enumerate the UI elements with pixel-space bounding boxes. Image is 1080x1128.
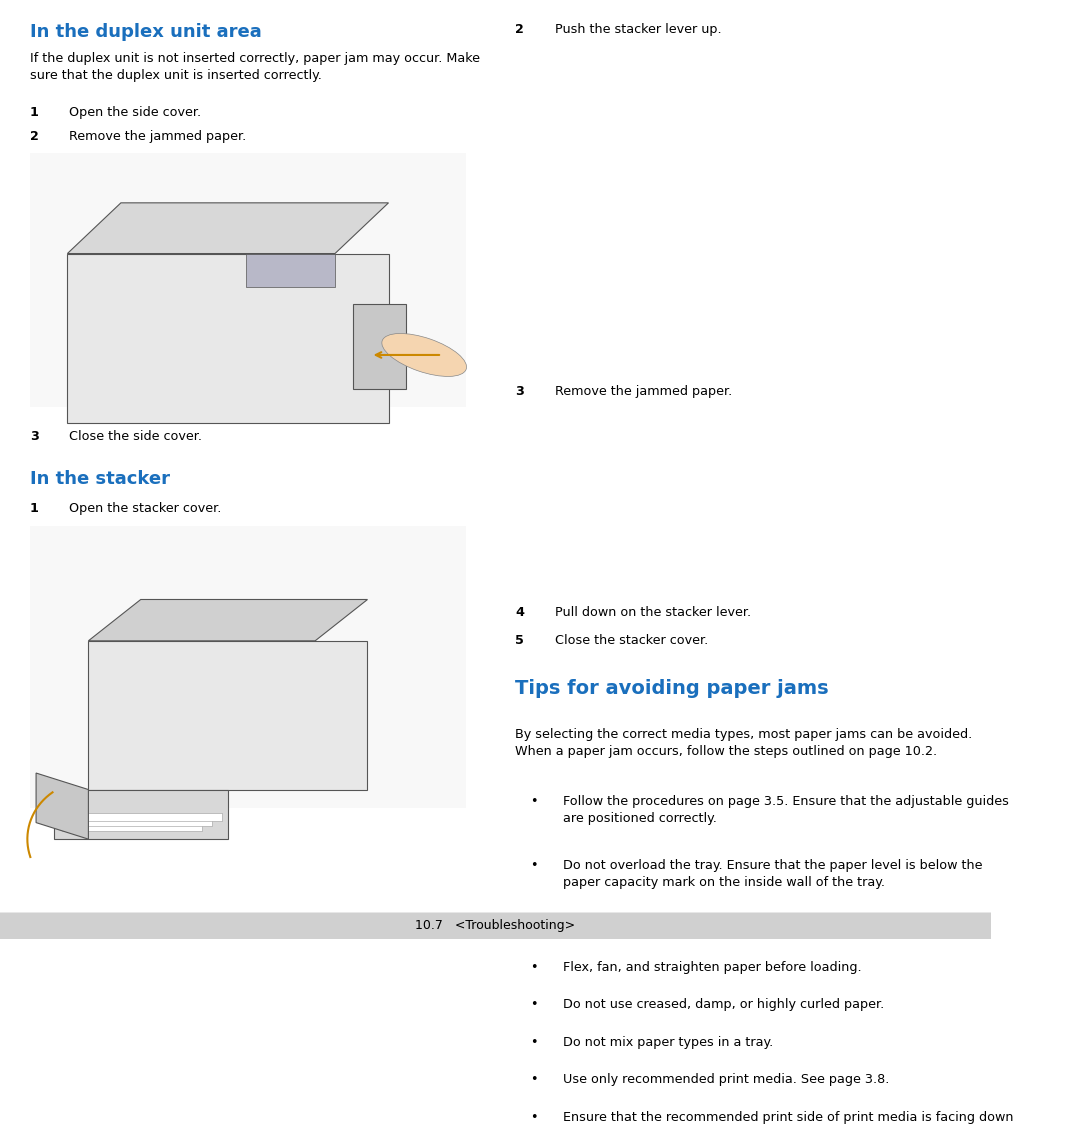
Polygon shape xyxy=(89,599,367,641)
Text: 3: 3 xyxy=(30,430,39,443)
Polygon shape xyxy=(67,203,389,254)
FancyBboxPatch shape xyxy=(30,153,465,406)
Ellipse shape xyxy=(382,334,467,377)
Text: •: • xyxy=(530,1074,538,1086)
Text: 4: 4 xyxy=(515,606,525,618)
Text: 2: 2 xyxy=(515,24,524,36)
Text: •: • xyxy=(530,998,538,1011)
Text: 1: 1 xyxy=(30,502,39,515)
Text: Close the stacker cover.: Close the stacker cover. xyxy=(555,634,708,646)
Text: Do not mix paper types in a tray.: Do not mix paper types in a tray. xyxy=(563,1036,773,1049)
Text: Flex, fan, and straighten paper before loading.: Flex, fan, and straighten paper before l… xyxy=(563,961,862,973)
Text: Pull down on the stacker lever.: Pull down on the stacker lever. xyxy=(555,606,751,618)
Bar xyxy=(72,818,212,826)
Text: Do not use creased, damp, or highly curled paper.: Do not use creased, damp, or highly curl… xyxy=(563,998,885,1011)
Text: In the duplex unit area: In the duplex unit area xyxy=(30,24,261,42)
Polygon shape xyxy=(36,773,89,839)
FancyBboxPatch shape xyxy=(30,526,465,808)
Text: Close the side cover.: Close the side cover. xyxy=(69,430,202,443)
Text: Use only recommended print media. See page 3.8.: Use only recommended print media. See pa… xyxy=(563,1074,889,1086)
Text: Remove the jammed paper.: Remove the jammed paper. xyxy=(555,385,732,398)
Text: In the stacker: In the stacker xyxy=(30,469,170,487)
Text: By selecting the correct media types, most paper jams can be avoided.
When a pap: By selecting the correct media types, mo… xyxy=(515,728,973,758)
Bar xyxy=(63,822,202,831)
Text: •: • xyxy=(530,795,538,809)
Text: •: • xyxy=(530,1036,538,1049)
Text: 2: 2 xyxy=(30,130,39,142)
Bar xyxy=(89,641,367,790)
Bar xyxy=(67,254,389,423)
FancyBboxPatch shape xyxy=(0,913,991,938)
Text: •: • xyxy=(530,961,538,973)
Text: •: • xyxy=(530,1111,538,1123)
Bar xyxy=(246,254,335,288)
Text: Follow the procedures on page 3.5. Ensure that the adjustable guides
are positio: Follow the procedures on page 3.5. Ensur… xyxy=(563,795,1009,826)
Text: Do not remove paper from the tray while your machine is printing.: Do not remove paper from the tray while … xyxy=(563,923,989,936)
Text: 1: 1 xyxy=(30,106,39,120)
Text: If the duplex unit is not inserted correctly, paper jam may occur. Make
sure tha: If the duplex unit is not inserted corre… xyxy=(30,52,480,81)
Text: 10.7   <Troubleshooting>: 10.7 <Troubleshooting> xyxy=(416,919,576,933)
Text: Tips for avoiding paper jams: Tips for avoiding paper jams xyxy=(515,679,829,698)
Text: 5: 5 xyxy=(515,634,524,646)
Bar xyxy=(82,813,221,821)
Text: Do not overload the tray. Ensure that the paper level is below the
paper capacit: Do not overload the tray. Ensure that th… xyxy=(563,860,983,889)
Text: •: • xyxy=(530,923,538,936)
Text: Open the side cover.: Open the side cover. xyxy=(69,106,202,120)
Text: Push the stacker lever up.: Push the stacker lever up. xyxy=(555,24,721,36)
Text: Open the stacker cover.: Open the stacker cover. xyxy=(69,502,221,515)
Bar xyxy=(54,790,228,839)
Text: Remove the jammed paper.: Remove the jammed paper. xyxy=(69,130,246,142)
Bar xyxy=(353,305,406,389)
Text: Ensure that the recommended print side of print media is facing down
in the tray: Ensure that the recommended print side o… xyxy=(563,1111,1013,1128)
Text: 3: 3 xyxy=(515,385,524,398)
Text: •: • xyxy=(530,860,538,872)
